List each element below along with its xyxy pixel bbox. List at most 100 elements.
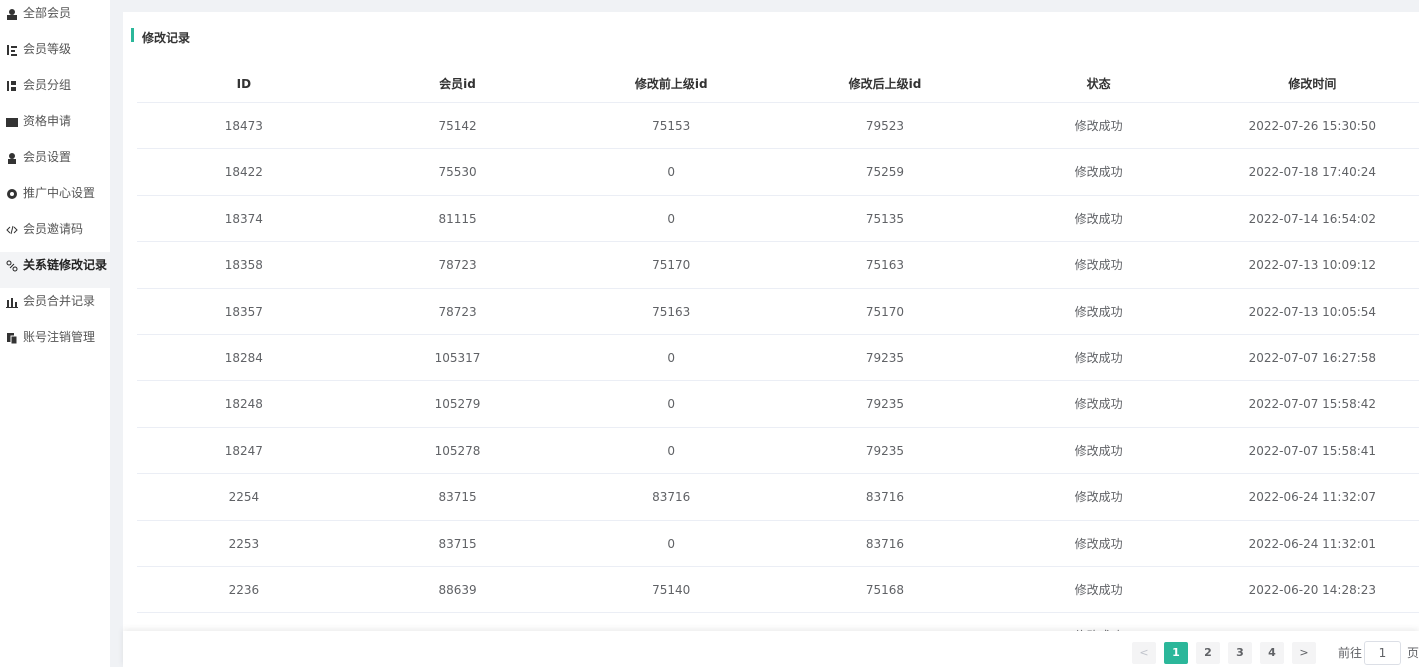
menu-item[interactable]: 会员等级 bbox=[0, 36, 110, 72]
table-cell: 105279 bbox=[434, 397, 481, 412]
table-cell: 0 bbox=[667, 536, 676, 551]
table-cell: 18422 bbox=[224, 165, 263, 180]
table-cell: 75142 bbox=[438, 119, 477, 133]
table-cell: 2236 bbox=[228, 582, 260, 597]
table-cell: 0 bbox=[667, 211, 676, 226]
table-cell: 修改成功 bbox=[1074, 165, 1123, 180]
table-cell: 2022-06-24 11:32:01 bbox=[1248, 536, 1377, 551]
table-cell: 修改成功 bbox=[1074, 443, 1123, 458]
table-cell: 2022-07-07 15:58:41 bbox=[1248, 443, 1377, 458]
table-cell: 75153 bbox=[652, 119, 691, 133]
table-cell: 修改成功 bbox=[1074, 350, 1123, 365]
table-cell: 2022-07-13 10:09:12 bbox=[1248, 258, 1377, 273]
menu-label: 关系链修改记录 bbox=[23, 258, 108, 272]
menu-item[interactable]: 会员邀请码 bbox=[0, 216, 110, 252]
menu-item[interactable]: 会员合并记录 bbox=[0, 288, 110, 324]
table-cell: 0 bbox=[667, 443, 676, 458]
page-button[interactable]: 4 bbox=[1260, 642, 1284, 664]
menu-label: 资格申请 bbox=[23, 114, 72, 128]
icon bbox=[7, 81, 16, 91]
table-cell: 75170 bbox=[652, 258, 691, 273]
table-cell: 79235 bbox=[865, 443, 905, 458]
table-cell: 0 bbox=[667, 350, 676, 365]
table-row: 18358 78723 75170 75163 修改成功 2022-07-13 10:09… bbox=[137, 242, 1419, 289]
table: ID 会员id 修改前上级id 修改后上级id 状态 修改时间 18473 75142 7515… bbox=[137, 66, 1419, 660]
sidebar: 全部会员 会员等级 会员分组 资格申请 会员设置 推广中心设置 会员邀请码 关系… bbox=[0, 0, 110, 667]
table-cell: 18374 bbox=[224, 211, 263, 226]
menu-label: 推广中心设置 bbox=[23, 186, 96, 200]
table-cell: 83716 bbox=[865, 536, 905, 551]
table-cell: 78723 bbox=[438, 304, 477, 319]
table-cell: 2022-07-07 16:27:58 bbox=[1248, 350, 1377, 365]
menu-label: 账号注销管理 bbox=[23, 330, 96, 344]
header-cell: 状态 bbox=[1086, 77, 1111, 91]
table-cell: 18247 bbox=[224, 443, 263, 458]
table-cell: 75168 bbox=[865, 582, 905, 597]
header-cell: 修改后上级id bbox=[848, 77, 922, 91]
menu-item[interactable]: 资格申请 bbox=[0, 108, 110, 144]
prev-button[interactable]: < bbox=[1132, 642, 1156, 664]
header-cell: 修改时间 bbox=[1288, 77, 1337, 91]
menu-label: 会员设置 bbox=[23, 150, 72, 164]
page-button[interactable]: 2 bbox=[1196, 642, 1220, 664]
table-row: 18284 105317 0 79235 修改成功 2022-07-07 16:27:58 bbox=[137, 335, 1419, 382]
table-cell: 81115 bbox=[438, 211, 477, 226]
table-cell: 修改成功 bbox=[1074, 211, 1123, 226]
table-cell: 修改成功 bbox=[1074, 582, 1123, 597]
table-cell: 78723 bbox=[438, 258, 477, 273]
table-cell: 2022-07-13 10:05:54 bbox=[1248, 304, 1377, 319]
goto-label: 前往 bbox=[1338, 646, 1363, 660]
table-cell: 79235 bbox=[865, 350, 905, 365]
table-cell: 18473 bbox=[224, 119, 263, 133]
table-cell: 2022-07-26 15:30:50 bbox=[1248, 119, 1377, 133]
menu-item[interactable]: 会员设置 bbox=[0, 144, 110, 180]
table-cell: 0 bbox=[667, 165, 676, 180]
title-accent bbox=[131, 28, 134, 42]
table-cell: 105278 bbox=[434, 443, 481, 458]
table-cell: 79235 bbox=[865, 397, 905, 412]
table-cell: 18248 bbox=[224, 397, 263, 412]
table-cell: 2022-07-07 15:58:42 bbox=[1248, 397, 1377, 412]
table-cell: 2254 bbox=[228, 490, 260, 505]
table-cell: 2022-07-14 16:54:02 bbox=[1248, 211, 1377, 226]
menu-label: 会员等级 bbox=[23, 42, 72, 56]
card-title: 修改记录 bbox=[142, 31, 191, 45]
menu-item[interactable]: 会员分组 bbox=[0, 72, 110, 108]
table-cell: 修改成功 bbox=[1074, 490, 1123, 505]
table-cell: 修改成功 bbox=[1074, 397, 1123, 412]
menu-label: 会员分组 bbox=[23, 78, 72, 92]
table-cell: 2022-06-20 14:28:23 bbox=[1248, 582, 1377, 597]
goto-input[interactable]: 1 bbox=[1364, 641, 1401, 665]
table-cell: 83715 bbox=[438, 490, 477, 505]
menu-item[interactable]: 关系链修改记录 bbox=[0, 252, 110, 288]
header-cell: ID bbox=[236, 77, 252, 91]
icon bbox=[7, 9, 17, 20]
next-button[interactable]: > bbox=[1292, 642, 1316, 664]
menu-item[interactable]: 全部会员 bbox=[0, 0, 110, 36]
header-cell: 修改前上级id bbox=[634, 77, 708, 91]
page-button[interactable]: 3 bbox=[1228, 642, 1252, 664]
table-cell: 修改成功 bbox=[1074, 119, 1123, 133]
table-cell: 88639 bbox=[438, 582, 477, 597]
table-cell: 83716 bbox=[652, 490, 691, 505]
table-cell: 75259 bbox=[865, 165, 905, 180]
menu-label: 会员合并记录 bbox=[23, 294, 96, 308]
page-button[interactable]: 1 bbox=[1164, 642, 1188, 664]
table-row: 2236 88639 75140 75168 修改成功 2022-06-20 14:28:… bbox=[137, 567, 1419, 614]
table-cell: 修改成功 bbox=[1074, 536, 1123, 551]
table-cell: 2253 bbox=[228, 536, 260, 551]
menu-item[interactable]: 账号注销管理 bbox=[0, 324, 110, 360]
header-row: ID 会员id 修改前上级id 修改后上级id 状态 修改时间 bbox=[137, 66, 1419, 103]
goto-unit: 页 bbox=[1407, 646, 1419, 660]
table-cell: 83715 bbox=[438, 536, 477, 551]
table-cell: 2022-06-24 11:32:07 bbox=[1248, 490, 1377, 505]
table-row: 18422 75530 0 75259 修改成功 2022-07-18 17:40:24 bbox=[137, 149, 1419, 196]
menu-item[interactable]: 推广中心设置 bbox=[0, 180, 110, 216]
icon bbox=[7, 189, 17, 199]
table-row: 18374 81115 0 75135 修改成功 2022-07-14 16:54:02 bbox=[137, 196, 1419, 243]
icon bbox=[7, 45, 17, 56]
table-cell: 105317 bbox=[434, 350, 481, 365]
table-cell: 18357 bbox=[224, 304, 263, 319]
